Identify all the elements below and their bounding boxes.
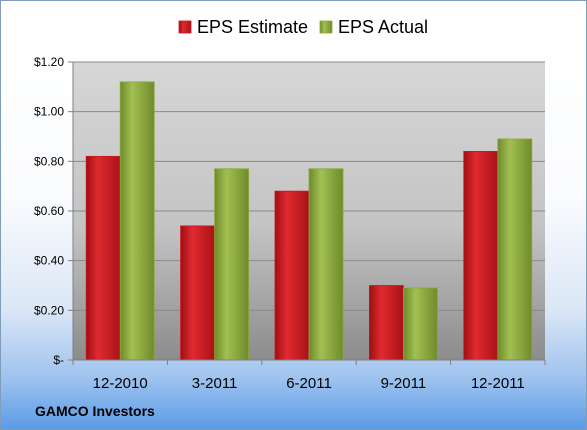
legend-label-actual: EPS Actual <box>338 17 428 37</box>
x-category-label: 6-2011 <box>286 375 332 392</box>
legend-label-estimate: EPS Estimate <box>197 17 308 37</box>
bar-eps-actual-12-2010 <box>119 81 155 361</box>
bar-eps-actual-12-2011 <box>497 138 533 361</box>
x-axis: 12-2010 3-2011 6-2011 9-2011 12-2011 <box>72 359 546 392</box>
bar-eps-actual-6-2011 <box>308 168 344 361</box>
bar-eps-estimate-9-2011 <box>368 285 404 361</box>
y-axis: $- $0.20 $0.40 $0.60 $0.80 $1.00 $1.20 <box>34 55 74 367</box>
bar-eps-estimate-6-2011 <box>274 190 310 361</box>
bar-eps-estimate-3-2011 <box>180 225 216 361</box>
y-tick-label: $1.00 <box>34 105 64 119</box>
legend-swatch-actual <box>319 20 333 34</box>
bar-eps-actual-9-2011 <box>402 287 438 361</box>
bar-eps-actual-3-2011 <box>214 168 250 361</box>
bars <box>85 81 533 361</box>
y-tick-label: $0.40 <box>34 254 64 268</box>
x-category-label: 12-2010 <box>93 375 148 392</box>
legend-swatch-estimate <box>178 20 192 34</box>
y-tick-label: $0.60 <box>34 204 64 218</box>
legend: EPS Estimate EPS Actual <box>178 17 428 37</box>
bar-eps-estimate-12-2010 <box>85 155 121 361</box>
y-tick-label: $1.20 <box>34 55 64 69</box>
x-category-label: 9-2011 <box>381 375 427 392</box>
y-tick-label: $0.20 <box>34 303 64 317</box>
x-category-label: 3-2011 <box>192 375 238 392</box>
y-tick-label: $- <box>53 353 64 367</box>
y-tick-label: $0.80 <box>34 154 64 168</box>
company-name: GAMCO Investors <box>35 403 155 419</box>
x-category-label: 12-2011 <box>471 375 525 392</box>
bar-eps-estimate-12-2011 <box>463 150 499 361</box>
